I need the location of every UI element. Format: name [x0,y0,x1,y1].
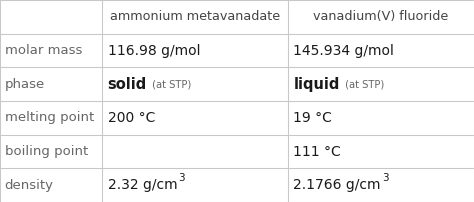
Text: 116.98 g/mol: 116.98 g/mol [108,43,200,58]
Text: vanadium(V) fluoride: vanadium(V) fluoride [313,10,448,23]
Text: phase: phase [5,78,45,91]
Text: liquid: liquid [293,77,340,92]
Text: (at STP): (at STP) [149,79,191,89]
Text: 3: 3 [383,174,389,183]
Text: 111 °C: 111 °C [293,144,341,159]
Text: 200 °C: 200 °C [108,111,155,125]
Text: (at STP): (at STP) [342,79,384,89]
Text: density: density [5,179,54,192]
Text: solid: solid [108,77,147,92]
Text: 3: 3 [179,174,185,183]
Text: molar mass: molar mass [5,44,82,57]
Text: ammonium metavanadate: ammonium metavanadate [110,10,280,23]
Text: 19 °C: 19 °C [293,111,332,125]
Text: melting point: melting point [5,111,94,124]
Text: 2.1766 g/cm: 2.1766 g/cm [293,178,381,192]
Text: boiling point: boiling point [5,145,88,158]
Text: 2.32 g/cm: 2.32 g/cm [108,178,177,192]
Text: 145.934 g/mol: 145.934 g/mol [293,43,394,58]
